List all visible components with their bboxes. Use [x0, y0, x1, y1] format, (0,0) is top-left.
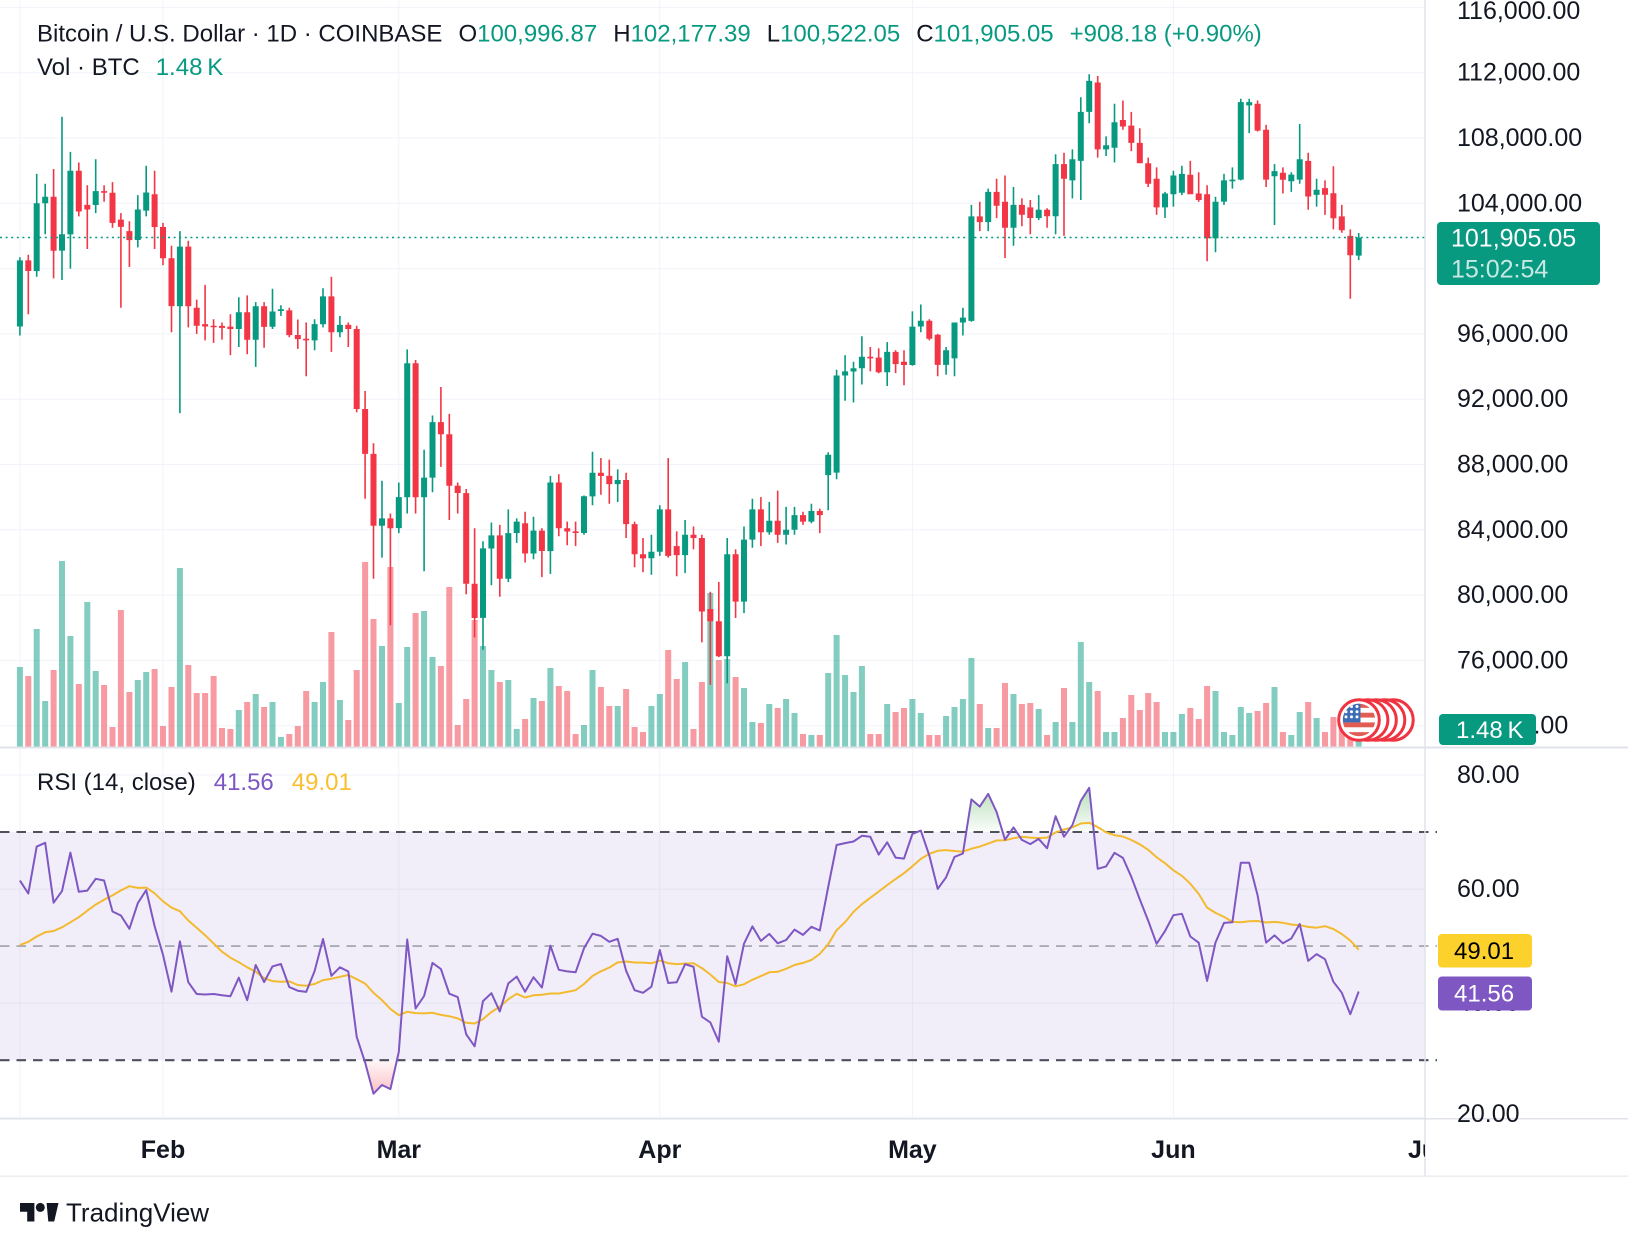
svg-text:112,000.00: 112,000.00 — [1457, 59, 1580, 87]
svg-text:101,905.05: 101,905.05 — [1451, 225, 1576, 253]
svg-text:88,000.00: 88,000.00 — [1457, 451, 1568, 479]
svg-text:80,000.00: 80,000.00 — [1457, 581, 1568, 609]
svg-text:May: May — [888, 1136, 937, 1164]
svg-text:TradingView: TradingView — [66, 1198, 209, 1228]
svg-text:15:02:54: 15:02:54 — [1451, 256, 1548, 284]
svg-text:1.48 K: 1.48 K — [1456, 717, 1524, 744]
svg-text:49.01: 49.01 — [1454, 938, 1514, 965]
svg-text:80.00: 80.00 — [1457, 761, 1520, 789]
svg-text:108,000.00: 108,000.00 — [1457, 124, 1582, 152]
svg-text:20.00: 20.00 — [1457, 1100, 1520, 1128]
svg-text:Mar: Mar — [377, 1136, 422, 1164]
svg-text:Bitcoin / U.S. Dollar · 1D · C: Bitcoin / U.S. Dollar · 1D · COINBASE O10… — [37, 20, 1262, 47]
svg-text:104,000.00: 104,000.00 — [1457, 189, 1582, 217]
svg-text:Feb: Feb — [141, 1136, 185, 1164]
svg-text:41.56: 41.56 — [1454, 981, 1514, 1008]
svg-text:116,000.00: 116,000.00 — [1457, 0, 1580, 25]
svg-text:60.00: 60.00 — [1457, 875, 1520, 903]
svg-text:96,000.00: 96,000.00 — [1457, 320, 1568, 348]
svg-text:Jul: Jul — [1408, 1136, 1444, 1164]
svg-text:92,000.00: 92,000.00 — [1457, 385, 1568, 413]
svg-text:76,000.00: 76,000.00 — [1457, 646, 1568, 674]
svg-text:Apr: Apr — [638, 1136, 681, 1164]
svg-text:84,000.00: 84,000.00 — [1457, 516, 1568, 544]
svg-text:Jun: Jun — [1151, 1136, 1195, 1164]
